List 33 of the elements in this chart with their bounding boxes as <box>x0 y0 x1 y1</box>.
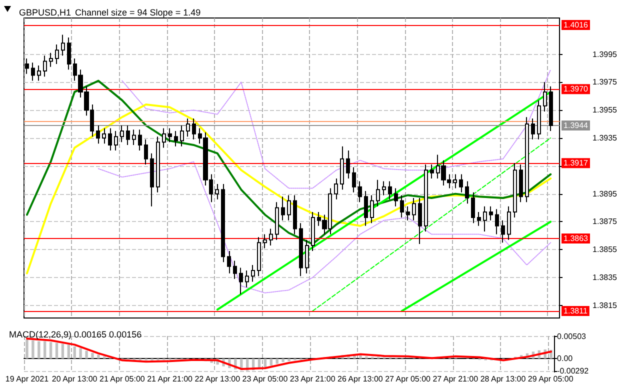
y-tick-label: 1.3995 <box>592 50 618 59</box>
y-tick-label: 1.3895 <box>592 189 618 198</box>
chart-subtitle: Channel size = 94 Slope = 1.49 <box>75 8 201 18</box>
ref-line-label: 1.4016 <box>564 20 589 30</box>
x-tick-label: 27 Apr 05:00 <box>385 374 432 384</box>
y-tick-label: 1.3975 <box>592 78 618 87</box>
y-tick-label: -0.00292 <box>557 366 590 376</box>
x-tick-label: 20 Apr 13:00 <box>52 374 98 384</box>
x-tick-label: 21 Apr 21:00 <box>147 374 194 384</box>
ref-line-label: 1.3917 <box>564 158 589 168</box>
y-tick-label: 1.3815 <box>592 300 618 310</box>
x-tick-label: 26 Apr 13:00 <box>338 374 384 384</box>
y-tick-label: 1.3835 <box>592 273 618 282</box>
ref-line-label: 1.3811 <box>564 306 588 316</box>
x-tick-label: 21 Apr 05:00 <box>99 374 146 384</box>
x-tick-label: 23 Apr 21:00 <box>290 374 336 384</box>
x-tick-label: 19 Apr 2021 <box>5 374 50 384</box>
y-tick-label: 1.3855 <box>592 245 618 254</box>
ref-line-label: 1.3944 <box>564 120 589 130</box>
chart-title: GBPUSD,H1 <box>19 8 72 18</box>
y-tick-label: 1.3935 <box>592 134 618 142</box>
x-tick-label: 22 Apr 13:00 <box>194 374 241 384</box>
x-tick-label: 28 Apr 13:00 <box>480 374 526 384</box>
chart-title: MACD(12,26,9) 0.00165 0.00156 <box>9 330 142 340</box>
y-tick-label: 0.00 <box>557 354 574 364</box>
y-tick-label: 0.00503 <box>557 332 587 342</box>
ref-line-label: 1.3970 <box>564 84 589 94</box>
x-tick-label: 27 Apr 21:00 <box>432 374 479 384</box>
ref-line-label: 1.3863 <box>564 234 589 243</box>
x-tick-label: 23 Apr 05:00 <box>242 374 288 384</box>
y-tick-label: 1.3955 <box>592 106 618 115</box>
x-tick-label: 29 Apr 05:00 <box>528 374 574 384</box>
y-tick-label: 1.3875 <box>592 217 618 226</box>
